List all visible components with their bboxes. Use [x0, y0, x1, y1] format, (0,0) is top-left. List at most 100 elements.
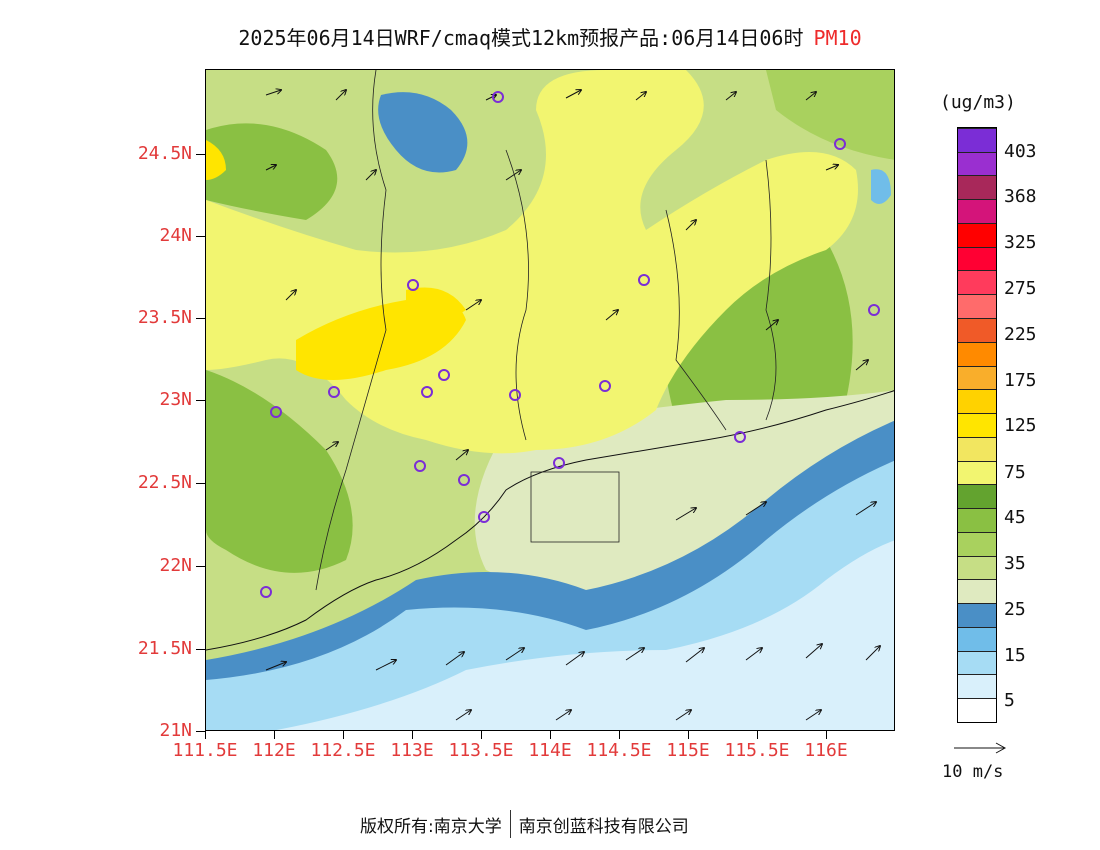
footer: 版权所有:南京大学 南京创蓝科技有限公司	[360, 810, 689, 838]
y-tick	[196, 236, 205, 237]
y-tick	[196, 731, 205, 732]
x-tick	[550, 731, 551, 739]
x-tick	[481, 731, 482, 739]
concentration-patch	[766, 70, 894, 160]
y-tick	[196, 566, 205, 567]
x-tick-label: 115E	[666, 740, 710, 761]
colorbar-swatch	[958, 270, 996, 295]
y-tick-label: 23.5N	[137, 307, 192, 328]
province-border	[315, 70, 777, 591]
organization-text: 南京创蓝科技有限公司	[518, 816, 689, 837]
x-tick	[205, 731, 206, 739]
colorbar-swatch	[958, 389, 996, 414]
sea-band	[276, 540, 894, 730]
x-tick	[688, 731, 689, 739]
colorbar-label: 325	[1004, 232, 1037, 253]
colorbar-label: 25	[1004, 599, 1026, 620]
colorbar-swatch	[958, 674, 996, 699]
y-tick-label: 23N	[159, 389, 192, 410]
concentration-patch	[406, 287, 466, 324]
colorbar-swatch	[958, 127, 996, 152]
colorbar-label: 275	[1004, 278, 1037, 299]
colorbar-label: 175	[1004, 370, 1037, 391]
y-tick	[196, 154, 205, 155]
wind-reference-arrow	[954, 742, 1007, 754]
title-text: 2025年06月14日WRF/cmaq模式12km预报产品:06月14日06时	[238, 26, 804, 50]
x-tick-label: 113.5E	[448, 740, 514, 761]
colorbar-swatch	[958, 317, 996, 342]
colorbar-label: 225	[1004, 324, 1037, 345]
colorbar-swatch	[958, 436, 996, 461]
map-canvas	[206, 70, 894, 730]
colorbar-swatch	[958, 413, 996, 437]
colorbar-swatch	[958, 151, 996, 176]
y-tick-label: 22N	[159, 555, 192, 576]
monitoring-stations	[260, 91, 880, 598]
x-tick-label: 115.5E	[724, 740, 790, 761]
x-tick-label: 116E	[804, 740, 848, 761]
colorbar-swatch	[958, 626, 996, 651]
colorbar-swatch	[958, 222, 996, 247]
colorbar-label: 125	[1004, 415, 1037, 436]
y-tick-label: 21.5N	[137, 638, 192, 659]
colorbar-swatch	[958, 294, 996, 318]
map-title: 2025年06月14日WRF/cmaq模式12km预报产品:06月14日06时 P…	[0, 22, 1100, 51]
colorbar-swatch	[958, 341, 996, 366]
x-tick	[343, 731, 344, 739]
colorbar-label: 15	[1004, 645, 1026, 666]
x-tick	[826, 731, 827, 739]
colorbar-swatch	[958, 246, 996, 271]
y-tick	[196, 400, 205, 401]
x-tick-label: 112E	[252, 740, 296, 761]
y-tick-label: 22.5N	[137, 472, 192, 493]
y-tick-label: 21N	[159, 720, 192, 741]
y-tick	[196, 483, 205, 484]
concentration-patch	[206, 123, 338, 220]
colorbar-swatch	[958, 508, 996, 532]
title-variable: PM10	[813, 26, 862, 50]
wind-vectors	[265, 90, 880, 721]
colorbar-swatch	[958, 531, 996, 556]
colorbar-swatch	[958, 603, 996, 627]
colorbar-swatch	[958, 650, 996, 675]
colorbar-label: 75	[1004, 462, 1026, 483]
colorbar-swatch	[958, 460, 996, 485]
boundary-box	[530, 471, 620, 543]
y-tick	[196, 649, 205, 650]
colorbar-label: 5	[1004, 690, 1015, 711]
colorbar-label: 368	[1004, 186, 1037, 207]
concentration-patch	[206, 140, 226, 180]
coastline	[206, 390, 894, 651]
footer-divider	[509, 810, 511, 838]
y-tick	[196, 318, 205, 319]
colorbar-swatch	[958, 555, 996, 580]
colorbar-swatch	[958, 175, 996, 200]
concentration-patch	[871, 169, 891, 204]
colorbar-label: 45	[1004, 507, 1026, 528]
x-tick-label: 111.5E	[172, 740, 238, 761]
wind-reference-label: 10 m/s	[942, 762, 1004, 782]
copyright-text: 版权所有:南京大学	[360, 816, 502, 837]
x-tick-label: 112.5E	[310, 740, 376, 761]
colorbar-swatch	[958, 579, 996, 604]
colorbar-swatch	[958, 484, 996, 509]
concentration-patch	[206, 370, 353, 573]
pm10-map	[205, 69, 895, 731]
y-tick-label: 24.5N	[137, 143, 192, 164]
x-tick-label: 114.5E	[586, 740, 652, 761]
x-tick-label: 113E	[390, 740, 434, 761]
x-tick	[619, 731, 620, 739]
x-tick	[274, 731, 275, 739]
colorbar-swatch	[958, 698, 996, 722]
colorbar-label: 403	[1004, 141, 1037, 162]
concentration-patch	[378, 92, 468, 173]
colorbar	[957, 127, 997, 723]
colorbar-swatch	[958, 365, 996, 390]
x-tick	[412, 731, 413, 739]
x-tick-label: 114E	[528, 740, 572, 761]
colorbar-unit: (ug/m3)	[940, 92, 1016, 113]
colorbar-swatch	[958, 199, 996, 223]
y-tick-label: 24N	[159, 225, 192, 246]
x-tick	[757, 731, 758, 739]
colorbar-label: 35	[1004, 553, 1026, 574]
